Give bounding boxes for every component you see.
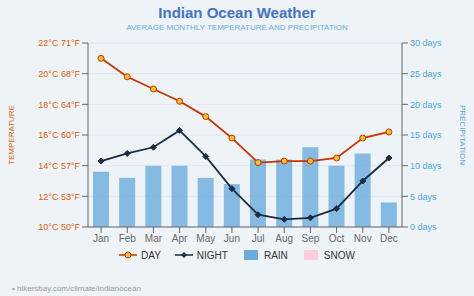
svg-text:Dec: Dec [380, 233, 398, 244]
html-text:NIGHT: NIGHT [196, 249, 228, 261]
svg-text:22°C 71°F: 22°C 71°F [38, 38, 80, 48]
svg-text:Apr: Apr [172, 233, 188, 244]
html-text:AVERAGE MONTHLY TEMPERATURE AN: AVERAGE MONTHLY TEMPERATURE AND PRECIPIT… [126, 23, 348, 32]
svg-text:0 days: 0 days [410, 222, 437, 232]
svg-text:Jun: Jun [224, 233, 240, 244]
svg-text:10°C 50°F: 10°C 50°F [38, 222, 80, 232]
svg-text:Oct: Oct [329, 233, 345, 244]
svg-text:Mar: Mar [145, 233, 163, 244]
svg-text:10 days: 10 days [410, 161, 442, 171]
svg-text:12°C 53°F: 12°C 53°F [38, 192, 80, 202]
svg-text:20 days: 20 days [410, 100, 442, 110]
svg-text:PRECIPITATION: PRECIPITATION [458, 105, 466, 165]
svg-text:20°C 68°F: 20°C 68°F [38, 69, 80, 79]
svg-text:May: May [196, 233, 215, 244]
svg-text:Nov: Nov [354, 233, 372, 244]
svg-text:Feb: Feb [119, 233, 137, 244]
html-text:DAY: DAY [141, 249, 161, 261]
svg-text:TEMPERATURE: TEMPERATURE [8, 105, 16, 165]
svg-text:Aug: Aug [275, 233, 293, 244]
html-text:• hikersbay.com/climate/indian: • hikersbay.com/climate/indianocean [12, 284, 141, 293]
svg-text:16°C 60°F: 16°C 60°F [38, 130, 80, 140]
svg-text:Jan: Jan [93, 233, 109, 244]
svg-text:Jul: Jul [252, 233, 265, 244]
svg-text:5 days: 5 days [410, 192, 437, 202]
svg-text:25 days: 25 days [410, 69, 442, 79]
html-text:Indian Ocean Weather: Indian Ocean Weather [158, 4, 316, 21]
svg-text:30 days: 30 days [410, 38, 442, 48]
svg-text:14°C 57°F: 14°C 57°F [38, 161, 80, 171]
svg-text:15 days: 15 days [410, 130, 442, 140]
html-text:SNOW: SNOW [323, 249, 355, 261]
svg-text:Sep: Sep [302, 233, 320, 244]
svg-text:18°C 64°F: 18°C 64°F [38, 100, 80, 110]
html-text:RAIN: RAIN [264, 249, 288, 261]
